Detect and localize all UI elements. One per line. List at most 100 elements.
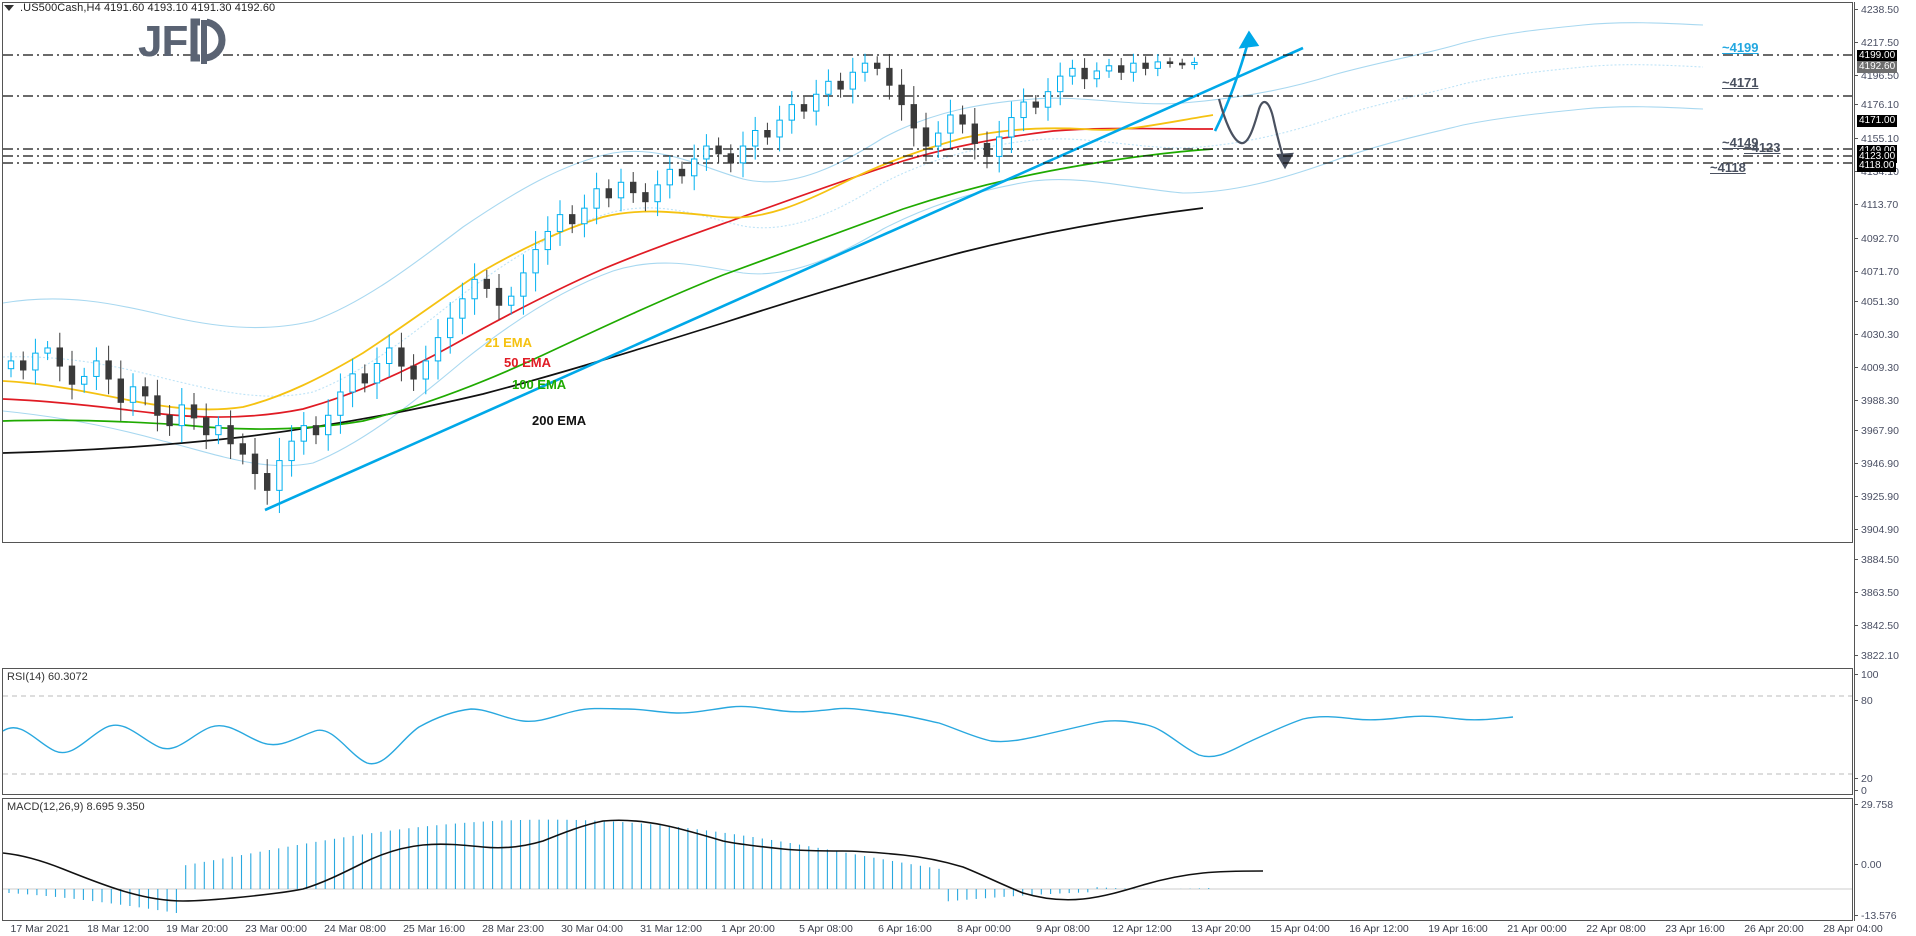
candle-body	[447, 317, 454, 339]
candle-body	[56, 347, 63, 367]
macd-signal-line	[2, 819, 1264, 902]
level-lines	[3, 54, 1852, 164]
candle-body	[642, 192, 649, 203]
candle-body	[373, 362, 381, 384]
candle-body	[495, 287, 503, 306]
candle-body	[386, 347, 393, 364]
time-axis[interactable]: 17 Mar 2021 18 Mar 12:00 19 Mar 20:00 23 Ma…	[0, 921, 1916, 936]
price-axis-divider	[1854, 2, 1855, 921]
time-tick: 18 Mar 12:00	[87, 923, 149, 935]
candle-body	[105, 360, 112, 380]
time-tick: 1 Apr 20:00	[721, 923, 775, 935]
svg-text:JF: JF	[138, 18, 187, 66]
level-label-4149: ~4149	[1722, 135, 1759, 150]
time-tick: 12 Apr 12:00	[1112, 923, 1172, 935]
time-tick: 31 Mar 12:00	[640, 923, 702, 935]
candle-body	[1130, 62, 1137, 73]
price-tick: 4134.10	[1855, 167, 1899, 177]
candle-body	[312, 425, 320, 436]
ema-50-line	[2, 127, 1214, 418]
price-tick: 4217.50	[1855, 38, 1899, 48]
candle-body	[81, 375, 88, 385]
candle-body	[1081, 67, 1088, 80]
candle-body	[508, 295, 515, 306]
price-panel[interactable]: 21 EMA 50 EMA 100 EMA 200 EMA	[2, 2, 1853, 543]
candle-body	[605, 188, 612, 199]
candle-body	[630, 181, 637, 194]
price-axis[interactable]: 4238.50 4217.50 4196.50 4176.10 4155.10 4134.…	[1855, 0, 1916, 661]
candle-body	[142, 386, 149, 397]
price-tick: 3863.50	[1855, 588, 1899, 598]
candle-body	[349, 373, 356, 393]
candle-body	[117, 378, 124, 403]
rsi-axis: 100 80 20 0	[1855, 668, 1916, 796]
candle-body	[422, 360, 430, 380]
price-tick: 3904.90	[1855, 525, 1899, 535]
candle-body	[837, 80, 844, 90]
level-label-4171: ~4171	[1722, 75, 1759, 90]
candle-body	[129, 386, 137, 403]
price-level-badge: 4171.00	[1857, 115, 1898, 127]
macd-panel[interactable]: MACD(12,26,9) 8.695 9.350	[2, 798, 1853, 921]
symbol-ohlc-text: .US500Cash,H4 4191.60 4193.10 4191.30 41…	[20, 2, 276, 14]
ema-label-21: 21 EMA	[485, 335, 532, 350]
rsi-chart-svg	[2, 695, 1852, 775]
candle-body	[1020, 101, 1027, 119]
price-tick: 3842.50	[1855, 621, 1899, 631]
macd-histogram	[8, 819, 1210, 913]
candle-body	[764, 130, 771, 138]
candle-body	[1093, 70, 1100, 80]
candle-body	[190, 404, 198, 419]
candle-body	[520, 272, 527, 297]
price-tick: 3822.10	[1855, 651, 1899, 661]
candle-body	[178, 404, 186, 427]
candle-body	[898, 84, 905, 106]
candle-body	[654, 184, 661, 203]
candle-body	[691, 158, 698, 177]
candle-body	[93, 360, 100, 377]
price-tick: 4238.50	[1855, 5, 1899, 15]
time-tick: 13 Apr 20:00	[1191, 923, 1251, 935]
candle-body	[227, 425, 234, 445]
time-tick: 17 Mar 2021	[10, 923, 70, 935]
candle-body	[264, 473, 271, 491]
candle-body	[203, 417, 210, 436]
time-tick: 25 Mar 16:00	[403, 923, 465, 935]
candle-body	[971, 123, 978, 144]
candle-body	[800, 104, 808, 112]
rsi-panel[interactable]: RSI(14) 60.3072	[2, 668, 1853, 795]
macd-axis: 29.758 0.00 -13.576	[1855, 798, 1916, 921]
candle-body	[678, 168, 686, 177]
macd-tick: -13.576	[1855, 911, 1897, 921]
candle-body	[666, 168, 673, 186]
candle-body	[752, 130, 759, 147]
candle-body	[935, 132, 942, 147]
candle-body	[154, 395, 161, 416]
rsi-tick: 0	[1855, 786, 1867, 796]
time-tick: 16 Apr 12:00	[1349, 923, 1409, 935]
candle-body	[68, 365, 76, 385]
candle-body	[910, 104, 917, 129]
bollinger-bands	[2, 22, 1704, 467]
price-tick: 3925.90	[1855, 492, 1899, 502]
rsi-tick: 80	[1855, 696, 1873, 706]
candle-body	[300, 425, 308, 442]
candle-body	[947, 114, 954, 134]
time-tick: 28 Mar 23:00	[482, 923, 544, 935]
price-tick: 4196.50	[1855, 71, 1899, 81]
price-tick: 4030.30	[1855, 330, 1899, 340]
candle-body	[617, 181, 625, 199]
ema-label-100: 100 EMA	[512, 377, 567, 392]
candle-body	[569, 214, 576, 225]
candle-body	[776, 119, 783, 138]
candle-body	[1118, 65, 1125, 73]
candle-body	[1057, 75, 1064, 93]
candle-body	[410, 365, 417, 380]
time-tick: 23 Apr 16:00	[1665, 923, 1725, 935]
price-tick: 4155.10	[1855, 134, 1899, 144]
triangle-down-icon[interactable]	[4, 5, 14, 11]
candle-body	[471, 278, 478, 300]
candle-body	[581, 207, 588, 225]
price-level-badge: 4192.60	[1857, 61, 1898, 73]
